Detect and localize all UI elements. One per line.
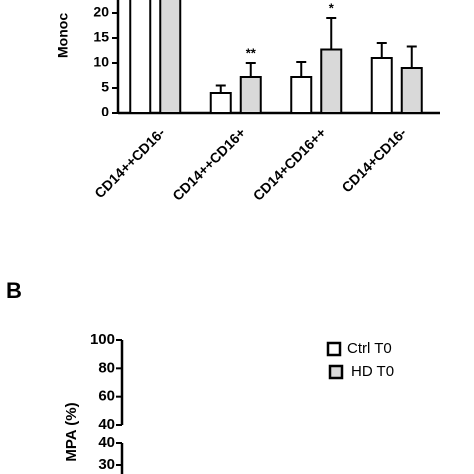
legend-label: HD T0: [351, 363, 394, 380]
legend-swatch: [326, 341, 342, 357]
bar: [239, 76, 262, 114]
y-tick-label: 80: [98, 359, 115, 376]
y-tick-label: 30: [98, 456, 115, 473]
bar: [209, 92, 232, 114]
y-tick-label: 40: [98, 416, 115, 433]
bar: [370, 57, 393, 114]
y-tick-label: 5: [101, 79, 109, 95]
legend-swatch: [328, 364, 344, 380]
x-tick-label: CD14++CD16-: [91, 124, 168, 201]
y-tick-label: 10: [93, 54, 109, 70]
y-tick-label: 40: [98, 434, 115, 451]
bar: [290, 76, 313, 114]
y-axis-label: MPA (%): [63, 402, 80, 461]
y-tick-label: 15: [93, 29, 109, 45]
y-tick-label: 60: [98, 388, 115, 405]
annotation: **: [246, 45, 257, 60]
x-tick-label: CD14++CD16+: [169, 124, 248, 203]
legend-label: Ctrl T0: [347, 340, 392, 357]
panel-label: B: [6, 278, 22, 303]
y-tick-label: 0: [101, 104, 109, 120]
bar: [320, 48, 343, 114]
bar: [400, 67, 423, 114]
x-tick-label: CD14+CD16++: [250, 124, 329, 203]
y-axis-label: Monoc: [55, 13, 71, 58]
bar: [159, 0, 182, 114]
y-tick-label: 100: [90, 331, 115, 348]
annotation: *: [329, 0, 335, 15]
bar: [129, 0, 152, 114]
x-tick-label: CD14+CD16-: [338, 124, 409, 195]
y-tick-label: 20: [93, 4, 109, 20]
